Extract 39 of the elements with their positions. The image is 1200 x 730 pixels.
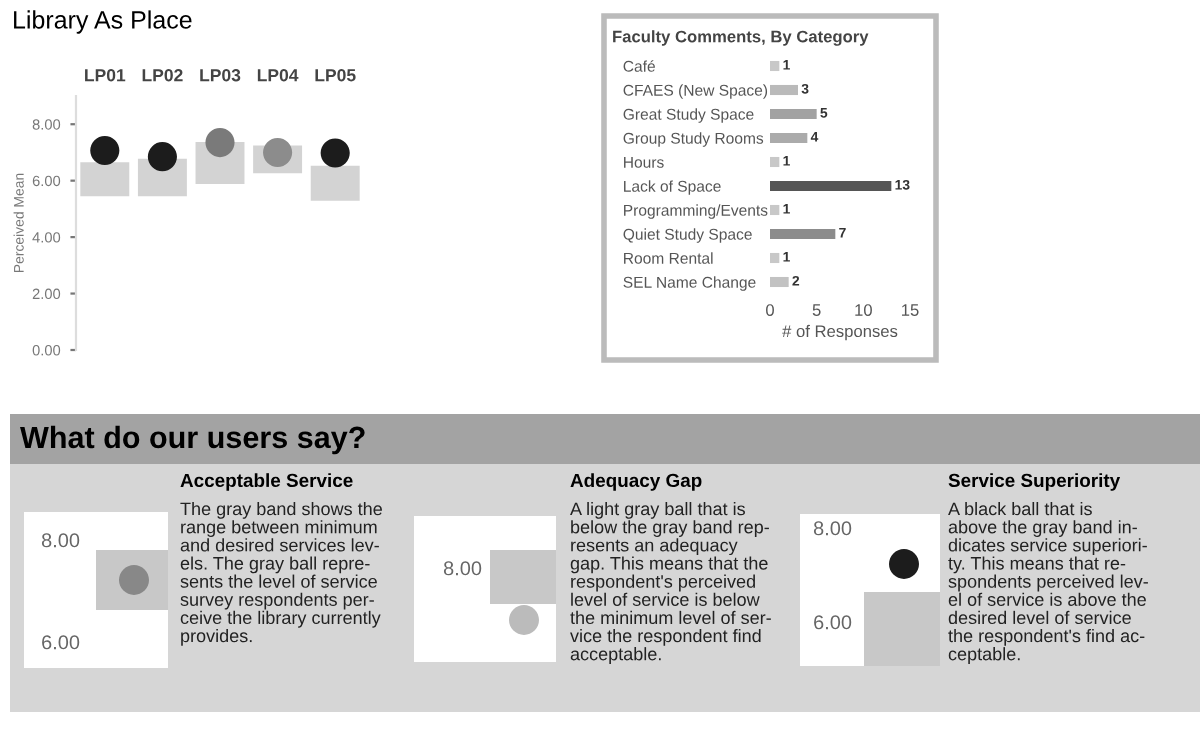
point bbox=[263, 137, 293, 168]
bar bbox=[770, 108, 817, 120]
bar bbox=[770, 60, 780, 72]
point bbox=[205, 128, 235, 158]
x-tick-label: 10 bbox=[855, 304, 872, 316]
x-tick-label: LP04 bbox=[257, 69, 299, 82]
x-tick-label: LP03 bbox=[200, 69, 241, 82]
bar bbox=[770, 156, 780, 168]
bar bbox=[770, 84, 798, 96]
point bbox=[90, 135, 120, 166]
x-tick-label: 15 bbox=[902, 304, 919, 316]
text: Service Superiority bbox=[948, 473, 1121, 491]
x-tick-label: LP01 bbox=[85, 69, 126, 82]
bar bbox=[770, 252, 780, 264]
text: The gray band shows the range between minimum and desired services lev- els. The gray ball repre- sents the level of service survey respondents per- ceive the library currently provides. bbox=[180, 502, 382, 646]
bar bbox=[770, 180, 892, 192]
text: 8.00 bbox=[443, 561, 482, 576]
text: Adequacy Gap bbox=[570, 473, 702, 491]
text: 6.00 bbox=[42, 635, 80, 650]
point bbox=[320, 138, 350, 168]
point bbox=[147, 142, 177, 172]
chart-title: Library As Place bbox=[14, 10, 192, 34]
bar bbox=[770, 204, 780, 216]
text: 6.00 bbox=[814, 615, 852, 630]
bar bbox=[310, 165, 360, 201]
text: A light gray ball that is below the gray band rep- resents an adequacy gap. This means that the respondent's perceived level of service is below the minimum level of ser- vice the respondent find acceptable. bbox=[570, 502, 771, 664]
text: 8.00 bbox=[813, 521, 852, 536]
bar bbox=[770, 228, 836, 240]
x-axis-title: # of Responses bbox=[782, 324, 898, 341]
text: Acceptable Service bbox=[180, 473, 353, 491]
x-tick-label: LP05 bbox=[315, 69, 356, 82]
x-tick-label: LP02 bbox=[142, 69, 183, 82]
bar bbox=[770, 132, 808, 144]
x-tick-label: 0 bbox=[766, 304, 774, 316]
text: A black ball that is above the gray band in- dicates service superiori- ty. This means that re- spondents perceived lev- el of service is above the desired level of service the respondent's find ac- ceptable. bbox=[948, 502, 1148, 664]
x-tick-label: 5 bbox=[812, 304, 821, 316]
bar bbox=[770, 276, 789, 288]
text: What do our users say? bbox=[20, 425, 365, 455]
chart-title: Faculty Comments, By Category bbox=[613, 30, 869, 46]
